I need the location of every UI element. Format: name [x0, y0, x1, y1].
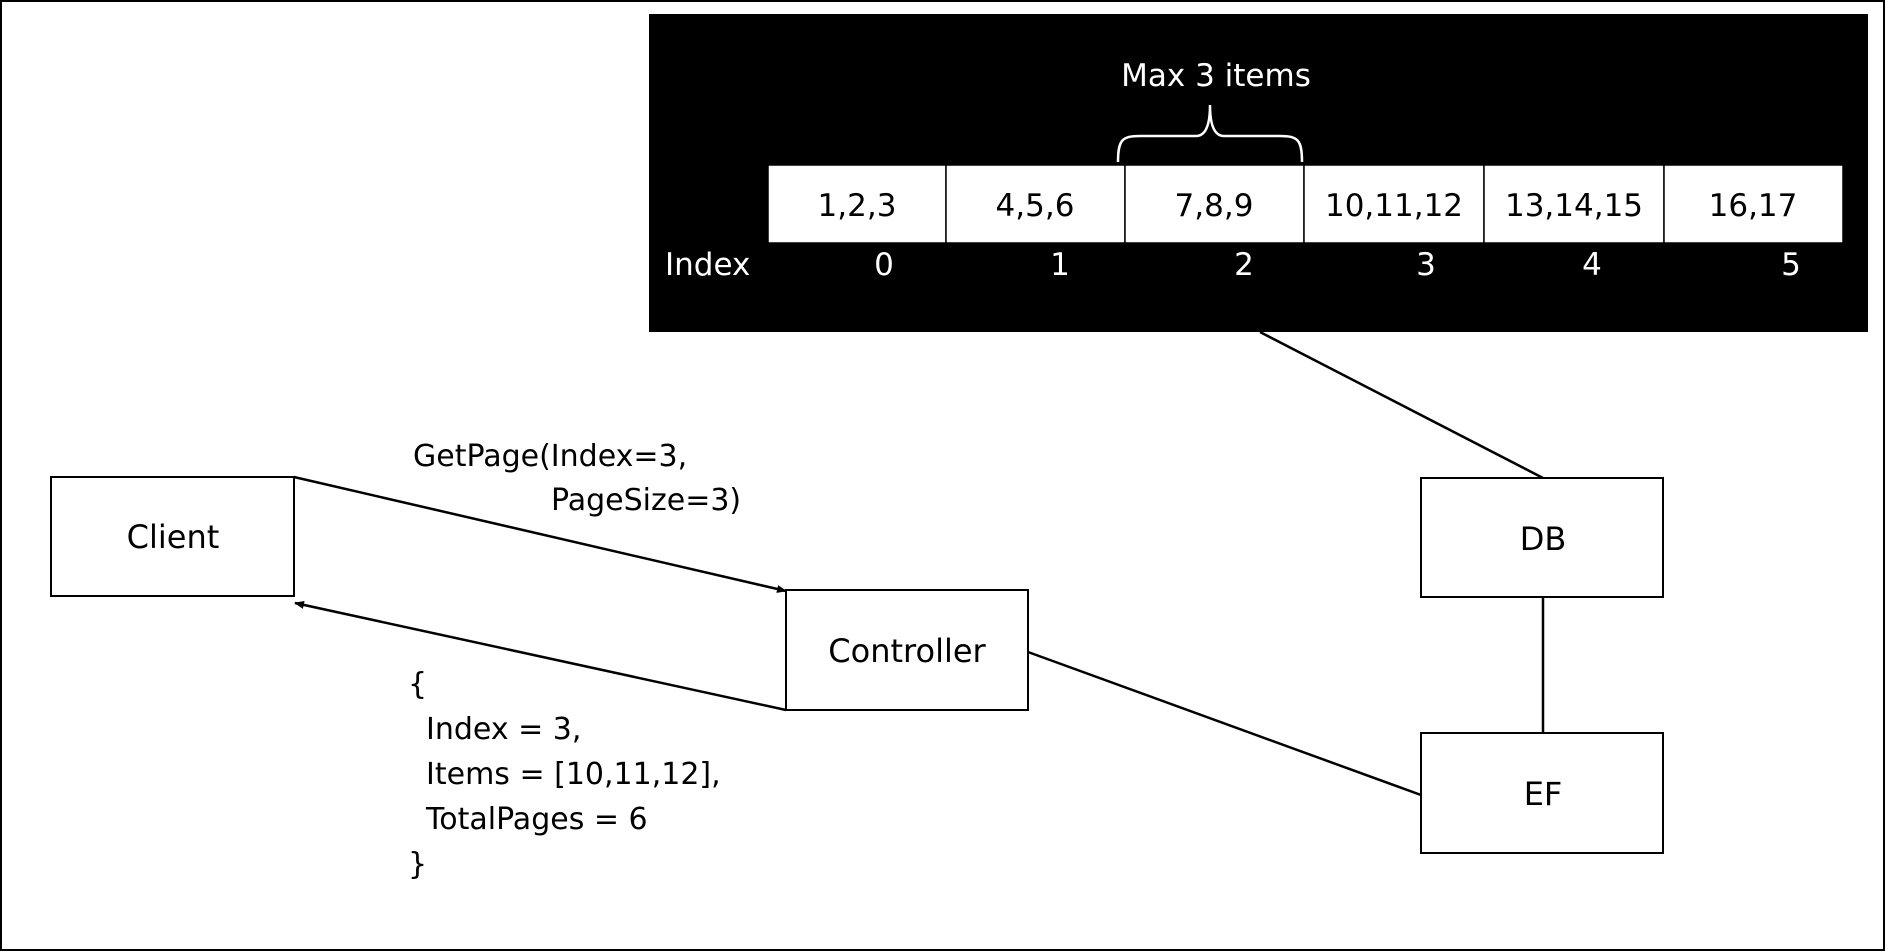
index-value: 4 [1582, 247, 1602, 283]
index-value: 5 [1781, 247, 1801, 283]
page-cell-items: 16,17 [1709, 188, 1798, 224]
index-value: 0 [874, 247, 894, 283]
page-cells: 1,2,3 4,5,6 7,8,9 10,11,12 13,14,15 16,1… [767, 164, 1844, 244]
page-cell-items: 13,14,15 [1505, 188, 1643, 224]
page-cell-items: 7,8,9 [1175, 188, 1254, 224]
index-value: 1 [1050, 247, 1070, 283]
request-label-line2: PageSize=3) [551, 483, 741, 518]
response-line: Items = [10,11,12], [426, 757, 721, 792]
ef-label: EF [1524, 775, 1563, 813]
client-label: Client [127, 518, 220, 556]
index-value: 2 [1234, 247, 1254, 283]
db-label: DB [1520, 520, 1567, 558]
request-arrow [293, 475, 787, 593]
controller-label: Controller [828, 632, 986, 670]
response-line: Index = 3, [426, 712, 581, 747]
max-items-brace [1116, 104, 1304, 163]
page-cell: 1,2,3 [767, 164, 947, 244]
page-cell-items: 4,5,6 [996, 188, 1075, 224]
response-line: TotalPages = 6 [425, 802, 648, 837]
ef-node: EF [1420, 732, 1664, 854]
page-cell: 4,5,6 [945, 164, 1126, 244]
max-items-label: Max 3 items [1121, 58, 1311, 94]
page-cell: 7,8,9 [1124, 164, 1305, 244]
index-value: 3 [1416, 247, 1436, 283]
db-node: DB [1420, 477, 1664, 598]
request-label-line1: GetPage(Index=3, [413, 439, 687, 474]
page-cell: 10,11,12 [1303, 164, 1485, 244]
page-cell: 13,14,15 [1483, 164, 1665, 244]
page-cell: 16,17 [1663, 164, 1844, 244]
request-label: GetPage(Index=3, PageSize=3) [413, 439, 741, 518]
index-values: 0 1 2 3 4 5 [874, 247, 1801, 283]
response-arrow [294, 601, 787, 712]
index-row-label: Index [665, 247, 750, 283]
response-line: } [408, 847, 427, 882]
response-label: { Index = 3, Items = [10,11,12], TotalPa… [408, 667, 721, 882]
controller-to-ef-connector [1027, 650, 1422, 797]
page-cell-items: 10,11,12 [1325, 188, 1463, 224]
client-node: Client [50, 476, 295, 597]
page-cell-items: 1,2,3 [818, 188, 897, 224]
controller-node: Controller [785, 589, 1029, 711]
response-line: { [408, 667, 427, 702]
panel-to-db-connector [1259, 330, 1544, 480]
